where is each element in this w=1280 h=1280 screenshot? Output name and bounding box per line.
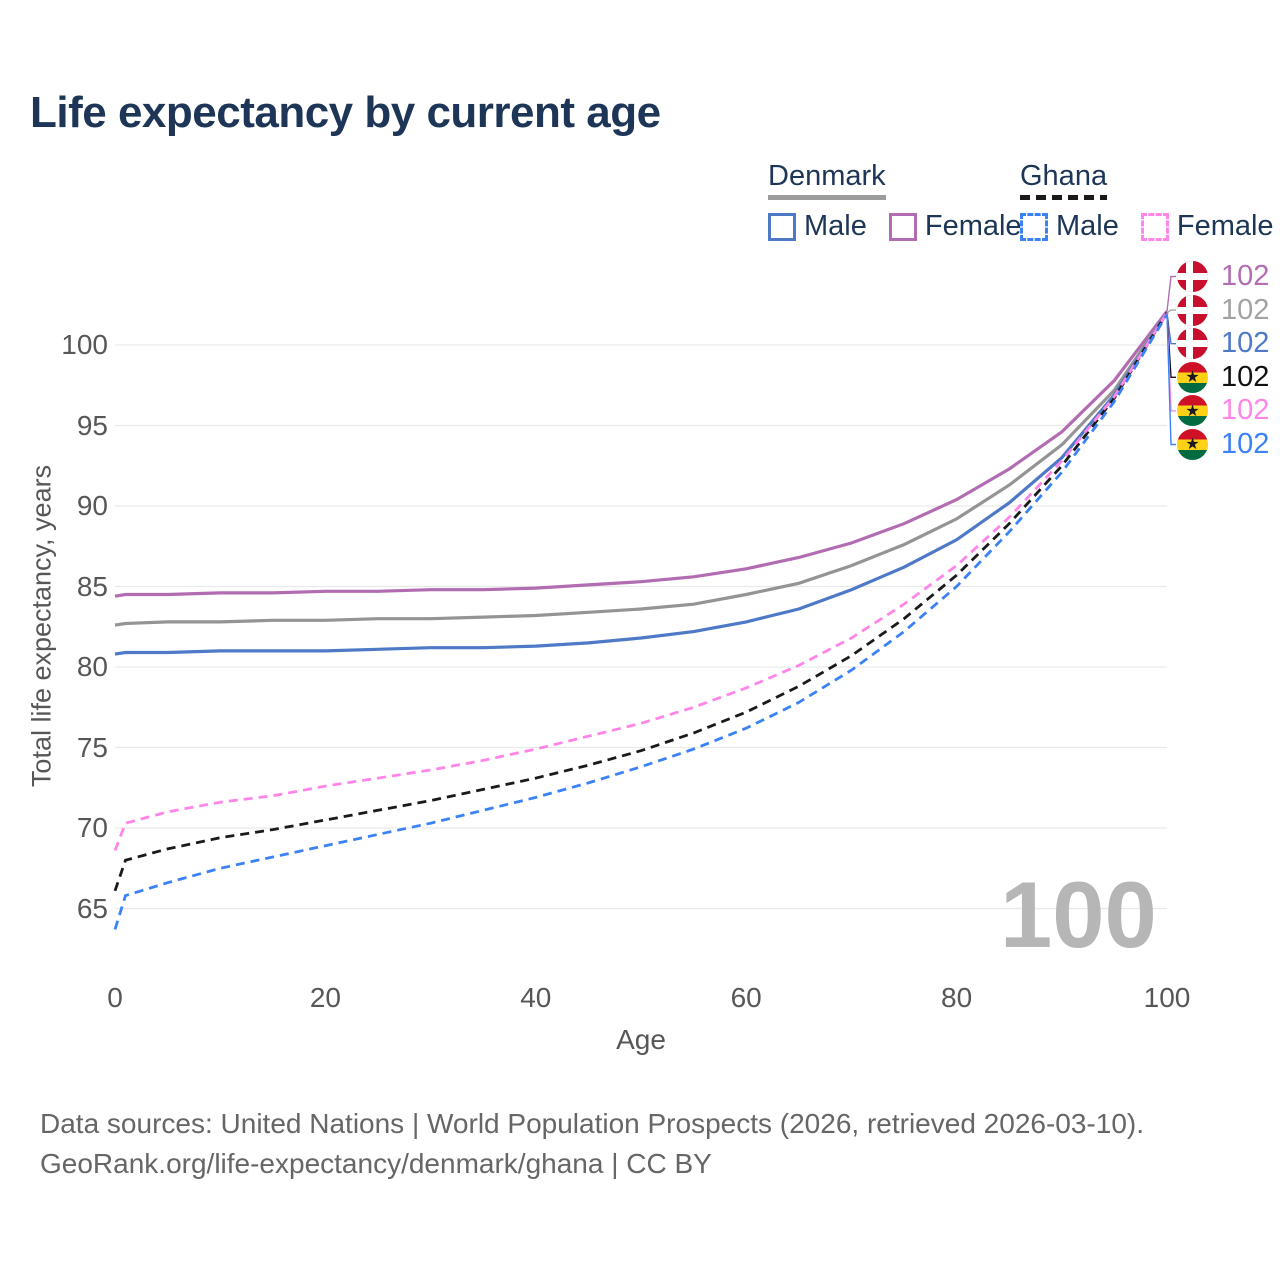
x-tick-label: 60 xyxy=(730,982,762,1013)
ghana-dashed-line-swatch xyxy=(1020,195,1108,200)
legend-group-denmark: Denmark Male Female xyxy=(768,160,1022,243)
legend-item-denmark-male[interactable]: Male xyxy=(768,210,867,243)
y-tick-label: 75 xyxy=(76,731,108,763)
flag-denmark-icon xyxy=(1177,328,1208,360)
series-line-denmark-female xyxy=(114,310,1169,598)
flag-ghana-icon xyxy=(1177,395,1208,427)
y-tick-label: 95 xyxy=(76,409,108,441)
flag-denmark-icon xyxy=(1177,294,1208,326)
y-tick-label: 100 xyxy=(61,329,108,360)
leader-line xyxy=(1166,314,1176,446)
leader-line xyxy=(1166,275,1176,312)
ghana-female-swatch-icon[interactable] xyxy=(1140,212,1169,241)
ghana-male-swatch-icon[interactable] xyxy=(1020,212,1048,241)
x-axis-title: Age xyxy=(616,1024,666,1055)
series-line-denmark-both-sexes xyxy=(114,311,1169,627)
x-tick-label: 100 xyxy=(1143,982,1191,1013)
x-tick-label: 40 xyxy=(520,982,552,1013)
legend-item-ghana-male[interactable]: Male xyxy=(1020,210,1119,243)
endpoint-labels: 102 102 102 102 102 102 xyxy=(1177,260,1270,463)
y-axis-title: Total life expectancy, years xyxy=(26,464,57,788)
series-line-ghana-both-sexes xyxy=(113,312,1169,892)
footer-attribution-link[interactable]: GeoRank.org/life-expectancy/denmark/ghan… xyxy=(40,1148,712,1179)
legend-label-ghana-female: Female xyxy=(1176,210,1274,242)
series-line-ghana-female xyxy=(113,312,1169,852)
x-tick-label: 20 xyxy=(309,982,341,1013)
age-watermark: 100 xyxy=(1000,862,1157,967)
x-tick-label: 0 xyxy=(107,982,123,1013)
y-tick-label: 70 xyxy=(76,812,108,843)
leader-line xyxy=(1166,309,1176,314)
legend-country-ghana[interactable]: Ghana xyxy=(1020,160,1108,192)
denmark-solid-line-swatch xyxy=(768,195,886,200)
y-tick-label: 90 xyxy=(76,490,108,521)
endpoint-row-ghana-female: 102 xyxy=(1177,394,1270,427)
page-title: Life expectancy by current age xyxy=(30,88,661,137)
legend-item-denmark-female[interactable]: Female xyxy=(888,210,1022,243)
denmark-male-swatch-icon[interactable] xyxy=(768,212,796,241)
legend-label-denmark-female: Female xyxy=(924,210,1022,242)
leader-line xyxy=(1166,312,1176,378)
y-tick-label: 65 xyxy=(76,892,108,924)
flag-ghana-icon xyxy=(1177,428,1208,460)
endpoint-value: 102 xyxy=(1221,427,1270,460)
series-line-denmark-male xyxy=(114,311,1169,656)
y-tick-label: 80 xyxy=(76,651,108,682)
endpoint-value: 102 xyxy=(1221,327,1270,360)
endpoint-row-denmark-female: 102 xyxy=(1177,260,1270,292)
series-line-ghana-male xyxy=(113,313,1169,930)
y-tick-label: 85 xyxy=(76,570,108,602)
legend-label-ghana-male: Male xyxy=(1056,210,1119,242)
endpoint-value: 102 xyxy=(1221,260,1270,292)
leader-line xyxy=(1166,312,1176,345)
endpoint-row-denmark-both: 102 xyxy=(1177,293,1270,326)
leader-line xyxy=(1166,312,1176,412)
legend-item-ghana-female[interactable]: Female xyxy=(1140,210,1274,243)
footer-data-sources: Data sources: United Nations | World Pop… xyxy=(40,1108,1145,1139)
legend-label-denmark-male: Male xyxy=(804,210,867,242)
endpoint-row-ghana-both: 102 xyxy=(1177,360,1270,393)
endpoint-value: 102 xyxy=(1221,394,1270,427)
flag-ghana-icon xyxy=(1177,361,1208,393)
endpoint-value: 102 xyxy=(1221,360,1270,393)
legend-country-denmark[interactable]: Denmark xyxy=(768,160,886,192)
denmark-female-swatch-icon[interactable] xyxy=(888,212,917,241)
flag-denmark-icon xyxy=(1177,261,1208,292)
endpoint-row-ghana-male: 102 xyxy=(1177,427,1270,460)
legend-group-ghana: Ghana Male Female xyxy=(1020,160,1274,243)
endpoint-value: 102 xyxy=(1221,293,1270,326)
x-tick-label: 80 xyxy=(941,982,973,1013)
endpoint-row-denmark-male: 102 xyxy=(1177,327,1270,360)
